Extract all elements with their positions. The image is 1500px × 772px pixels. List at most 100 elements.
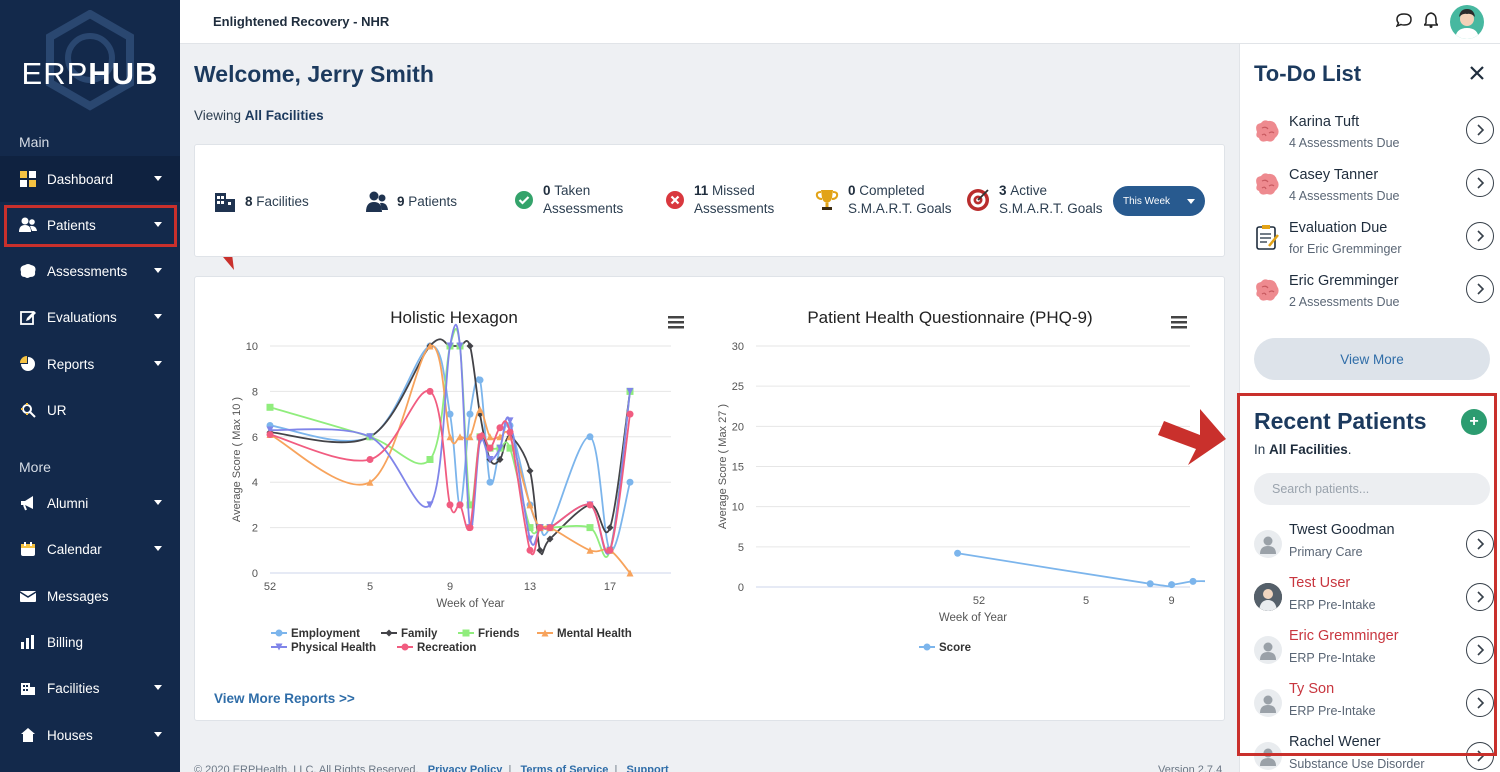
- logo-text: ERPHUB: [21, 56, 159, 91]
- logo[interactable]: ERPHUB: [0, 9, 180, 120]
- privacy-policy-link[interactable]: Privacy Policy: [427, 764, 503, 772]
- envelope-icon: [19, 587, 37, 605]
- sidebar-item-reports[interactable]: Reports: [0, 341, 180, 387]
- dashboard-icon: [19, 170, 37, 188]
- sidebar-item-calendar[interactable]: Calendar: [0, 526, 180, 572]
- chart-menu-icon[interactable]: [1171, 316, 1187, 329]
- stat-active-goals[interactable]: 3 Active S.M.A.R.T. Goals: [966, 182, 1103, 218]
- todo-item[interactable]: Karina Tuft 4 Assessments Due: [1254, 112, 1494, 162]
- todo-title: To-Do List: [1254, 61, 1362, 86]
- megaphone-icon: [19, 494, 37, 512]
- x-tick-label: 9: [447, 581, 453, 593]
- legend-item[interactable]: Physical Health: [271, 642, 376, 654]
- patient-program: ERP Pre-Intake: [1289, 651, 1376, 665]
- view-more-reports-link[interactable]: View More Reports >>: [214, 691, 355, 706]
- terms-link[interactable]: Terms of Service: [520, 764, 609, 772]
- patient-list-item[interactable]: Test User ERP Pre-Intake: [1254, 573, 1494, 623]
- chevron-right-button[interactable]: [1466, 275, 1494, 303]
- chart-point: [456, 433, 464, 441]
- annotation-arrow-right-icon: [1158, 409, 1226, 465]
- stat-patients[interactable]: 9 Patients: [366, 191, 457, 213]
- legend-label: Recreation: [417, 642, 476, 654]
- footer-separator: |: [614, 764, 618, 772]
- viewing-scope-value[interactable]: All Facilities: [244, 108, 324, 123]
- search-patients-input[interactable]: [1254, 473, 1490, 505]
- patient-list-item[interactable]: Ty Son ERP Pre-Intake: [1254, 679, 1494, 729]
- sidebar-item-billing[interactable]: Billing: [0, 619, 180, 665]
- sidebar-item-label: Calendar: [47, 541, 102, 557]
- chevron-right-icon: [1477, 538, 1485, 550]
- sidebar-item-messages[interactable]: Messages: [0, 573, 180, 619]
- sidebar-item-ur[interactable]: UR: [0, 387, 180, 433]
- chart-point: [586, 501, 594, 509]
- stat-facilities[interactable]: 8 Facilities: [214, 191, 309, 213]
- chart-point: [546, 524, 554, 532]
- bell-icon[interactable]: [1423, 11, 1439, 33]
- chat-icon[interactable]: [1395, 12, 1412, 33]
- chart-point: [401, 643, 409, 651]
- legend-item[interactable]: Recreation: [397, 642, 476, 654]
- todo-item[interactable]: Eric Gremminger 2 Assessments Due: [1254, 271, 1494, 321]
- clipboard-icon: [1256, 225, 1279, 250]
- chevron-right-button[interactable]: [1466, 742, 1494, 770]
- holistic-hexagon-chart: Holistic Hexagon 0 2 4 6 8 10 52 5 9 13 17 Week of Y…: [231, 308, 684, 654]
- legend-item[interactable]: Family: [381, 628, 438, 640]
- add-patient-button[interactable]: +: [1461, 409, 1487, 435]
- y-tick-label: 2: [252, 523, 258, 535]
- legend-item[interactable]: Employment: [271, 628, 360, 640]
- y-tick-label: 20: [732, 421, 744, 433]
- chart-point: [446, 410, 454, 418]
- edit-icon: [19, 308, 37, 326]
- user-avatar[interactable]: [1450, 5, 1484, 39]
- chevron-right-button[interactable]: [1466, 530, 1494, 558]
- todo-item-name: Eric Gremminger: [1289, 273, 1399, 289]
- chart-point: [526, 535, 534, 543]
- stat-completed-goals[interactable]: 0 Completed S.M.A.R.T. Goals: [815, 182, 952, 218]
- top-icons: [1395, 5, 1484, 39]
- chart-point: [541, 629, 549, 637]
- chart-point: [446, 342, 454, 350]
- topbar: Enlightened Recovery - NHR: [180, 0, 1500, 44]
- org-name[interactable]: Enlightened Recovery - NHR: [213, 14, 390, 29]
- chart-point: [496, 456, 504, 463]
- chart-point: [462, 629, 470, 637]
- chevron-right-button[interactable]: [1466, 583, 1494, 611]
- view-more-button[interactable]: View More: [1254, 338, 1490, 380]
- stat-taken-assessments[interactable]: 0 Taken Assessments: [514, 182, 623, 218]
- close-icon[interactable]: [1468, 64, 1486, 82]
- sidebar-item-evaluations[interactable]: Evaluations: [0, 294, 180, 340]
- sidebar-item-patients[interactable]: Patients: [0, 202, 180, 248]
- chevron-right-button[interactable]: [1466, 169, 1494, 197]
- chevron-down-icon: [154, 314, 162, 319]
- legend-item[interactable]: Mental Health: [537, 628, 632, 640]
- todo-item[interactable]: Casey Tanner 4 Assessments Due: [1254, 165, 1494, 215]
- date-range-dropdown[interactable]: This Week: [1113, 186, 1205, 216]
- chevron-right-button[interactable]: [1466, 222, 1494, 250]
- x-tick-label: 9: [1169, 595, 1175, 607]
- recent-patients-title: Recent Patients: [1254, 408, 1427, 434]
- todo-item-sub: 4 Assessments Due: [1289, 189, 1400, 203]
- sidebar-item-dashboard[interactable]: Dashboard: [0, 156, 180, 202]
- patient-list-item[interactable]: Twest Goodman Primary Care: [1254, 520, 1494, 570]
- sidebar-item-facilities[interactable]: Facilities: [0, 665, 180, 711]
- sidebar-item-alumni[interactable]: Alumni: [0, 480, 180, 526]
- chart-point: [626, 478, 634, 486]
- recent-scope: In All Facilities.: [1254, 442, 1352, 457]
- legend-label: Score: [939, 642, 971, 654]
- chevron-right-button[interactable]: [1466, 689, 1494, 717]
- legend-item[interactable]: Score: [919, 642, 971, 654]
- support-link[interactable]: Support: [626, 764, 669, 772]
- legend-item[interactable]: Friends: [458, 628, 520, 640]
- patient-list-item[interactable]: Eric Gremminger ERP Pre-Intake: [1254, 626, 1494, 676]
- sidebar-item-houses[interactable]: Houses: [0, 712, 180, 758]
- chart-point: [426, 456, 434, 463]
- chart-menu-icon[interactable]: [668, 316, 684, 329]
- chevron-right-button[interactable]: [1466, 636, 1494, 664]
- trophy-icon: [815, 188, 839, 212]
- chevron-right-button[interactable]: [1466, 116, 1494, 144]
- todo-item[interactable]: Evaluation Due for Eric Gremminger: [1254, 218, 1494, 268]
- chevron-down-icon: [154, 500, 162, 505]
- x-tick-label: 52: [264, 581, 276, 593]
- stat-missed-assessments[interactable]: 11 Missed Assessments: [665, 182, 774, 218]
- sidebar-item-assessments[interactable]: Assessments: [0, 248, 180, 294]
